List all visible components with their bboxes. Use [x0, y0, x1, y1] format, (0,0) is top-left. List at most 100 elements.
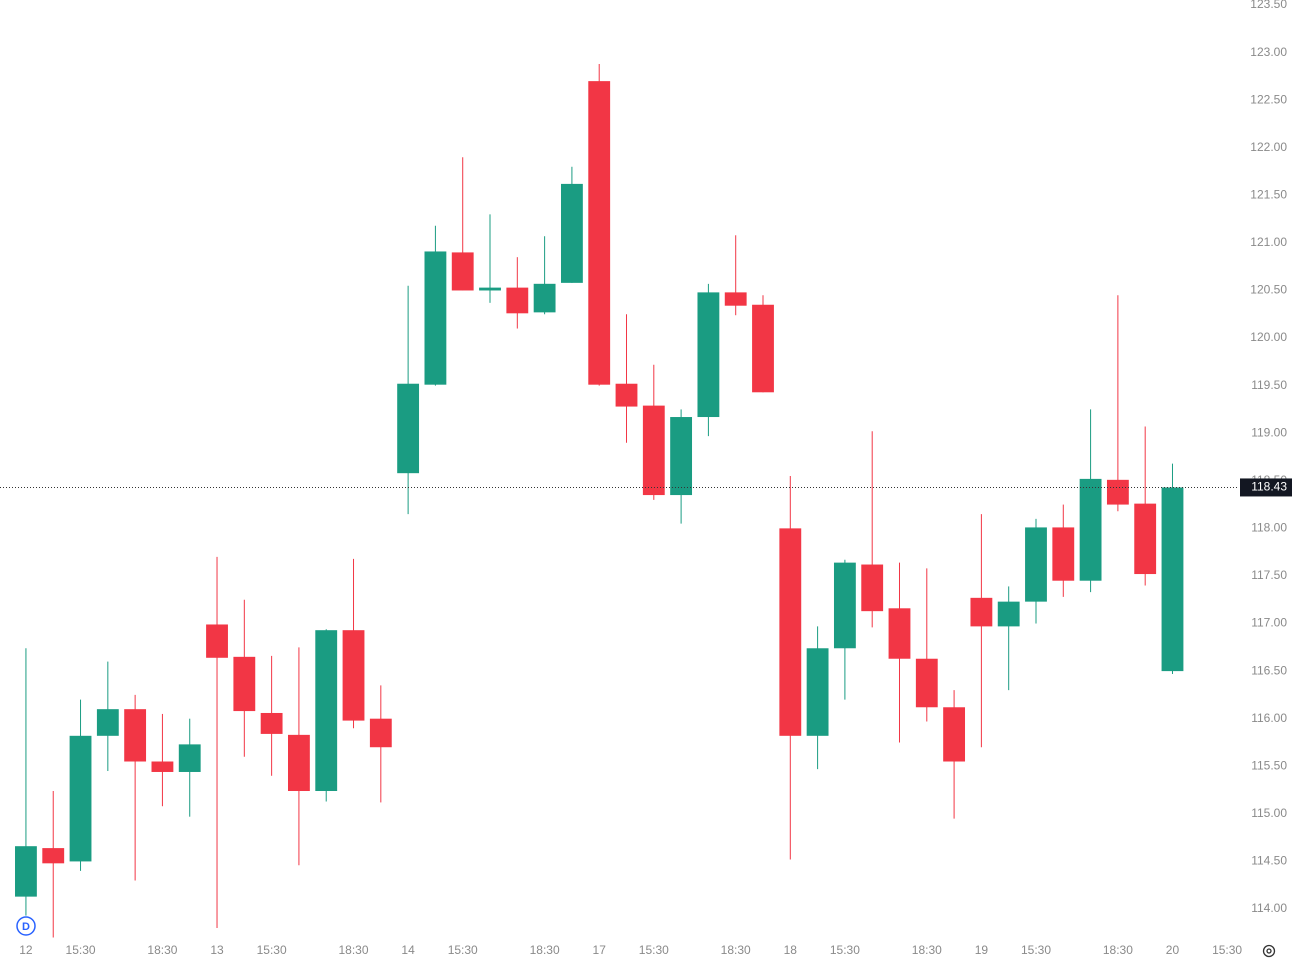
- y-tick-label: 114.00: [1251, 901, 1287, 915]
- candle-body: [124, 709, 147, 762]
- x-tick-label: 15:30: [66, 943, 96, 957]
- x-tick-label: 18:30: [147, 943, 177, 957]
- candle: [724, 235, 747, 316]
- x-tick-label: 18:30: [530, 943, 560, 957]
- y-tick-label: 115.50: [1251, 758, 1287, 772]
- candle: [997, 586, 1020, 691]
- candle-body: [479, 287, 501, 291]
- candle: [397, 285, 420, 515]
- candle: [615, 314, 638, 443]
- candle-body: [806, 648, 829, 736]
- settings-icon[interactable]: [1262, 944, 1276, 958]
- y-tick-label: 118.00: [1251, 521, 1287, 535]
- candle-body: [888, 608, 911, 659]
- y-tick-label: 116.00: [1251, 711, 1287, 725]
- y-tick-label: 121.50: [1250, 187, 1287, 201]
- candle-body: [1134, 503, 1157, 575]
- candle-body: [451, 252, 474, 291]
- candle-body: [915, 658, 938, 708]
- candle-body: [943, 707, 966, 762]
- x-tick-label: 17: [593, 943, 607, 957]
- last-price-box: [1240, 478, 1292, 497]
- last-price-label: 118.43: [1251, 480, 1287, 494]
- candle: [424, 225, 447, 386]
- candle: [233, 599, 256, 757]
- x-tick-label: 18:30: [721, 943, 751, 957]
- candle: [970, 514, 993, 748]
- x-tick-label: 20: [1166, 943, 1180, 957]
- candle: [1025, 518, 1047, 624]
- interval-badge: [16, 916, 36, 936]
- candle: [151, 713, 174, 807]
- candle-body: [342, 630, 365, 721]
- candle: [69, 699, 92, 871]
- candle-body: [560, 183, 583, 283]
- candle-body: [369, 718, 392, 748]
- y-tick-label: 120.50: [1250, 283, 1287, 297]
- candle-body: [588, 81, 611, 385]
- x-tick-label: 18:30: [1103, 943, 1133, 957]
- candle-body: [1025, 527, 1047, 602]
- candle: [178, 718, 201, 817]
- candle: [861, 431, 884, 628]
- y-tick-label: 116.50: [1251, 663, 1287, 677]
- x-tick-label: 15:30: [1021, 943, 1051, 957]
- candle-body: [642, 405, 665, 496]
- x-tick-label: 15:30: [257, 943, 287, 957]
- candle-body: [697, 292, 720, 418]
- candle-body: [260, 712, 283, 734]
- x-tick-label: 15:30: [830, 943, 860, 957]
- interval-badge-label: D: [22, 921, 30, 933]
- candle-body: [1106, 479, 1129, 505]
- candle: [506, 257, 529, 329]
- candle: [1052, 504, 1075, 597]
- candle-body: [42, 848, 65, 864]
- x-tick-label: 18:30: [912, 943, 942, 957]
- candle-body: [506, 287, 529, 314]
- y-tick-label: 119.50: [1251, 378, 1287, 392]
- candle-body: [833, 562, 856, 649]
- candle-body: [69, 735, 92, 862]
- candle: [124, 694, 147, 881]
- candle: [588, 63, 611, 386]
- gear-hub[interactable]: [1266, 948, 1272, 954]
- candle-body: [15, 846, 37, 897]
- candle: [943, 690, 966, 819]
- candle: [479, 214, 501, 303]
- candle: [42, 791, 65, 938]
- candle: [15, 648, 37, 916]
- candle-body: [315, 630, 338, 792]
- candle: [779, 476, 802, 860]
- candle: [888, 562, 911, 743]
- x-tick-label: 15:30: [1212, 943, 1242, 957]
- candle: [1106, 295, 1129, 512]
- candle-body: [752, 304, 774, 393]
- candle: [288, 647, 310, 866]
- candle: [560, 166, 583, 283]
- candle: [260, 655, 283, 776]
- candle-body: [288, 734, 310, 792]
- candle-body: [397, 383, 420, 474]
- x-tick-label: 18:30: [339, 943, 369, 957]
- candle-body: [151, 761, 174, 772]
- x-tick-label: 15:30: [639, 943, 669, 957]
- candle-body: [779, 528, 802, 736]
- candle-body: [1161, 487, 1184, 672]
- y-tick-label: 121.00: [1250, 235, 1287, 249]
- candle: [697, 283, 720, 437]
- candle: [315, 629, 338, 802]
- candle: [752, 295, 774, 393]
- candle-body: [724, 292, 747, 306]
- x-tick-label: 12: [19, 943, 33, 957]
- candle-body: [615, 383, 638, 407]
- x-tick-label: 13: [210, 943, 224, 957]
- candle: [206, 556, 228, 929]
- y-tick-label: 122.00: [1250, 140, 1287, 154]
- candle: [670, 409, 693, 524]
- gear[interactable]: [1262, 944, 1276, 958]
- y-tick-label: 114.50: [1251, 854, 1287, 868]
- candle-body: [997, 601, 1020, 627]
- y-tick-label: 123.50: [1250, 0, 1287, 11]
- x-tick-label: 18: [784, 943, 798, 957]
